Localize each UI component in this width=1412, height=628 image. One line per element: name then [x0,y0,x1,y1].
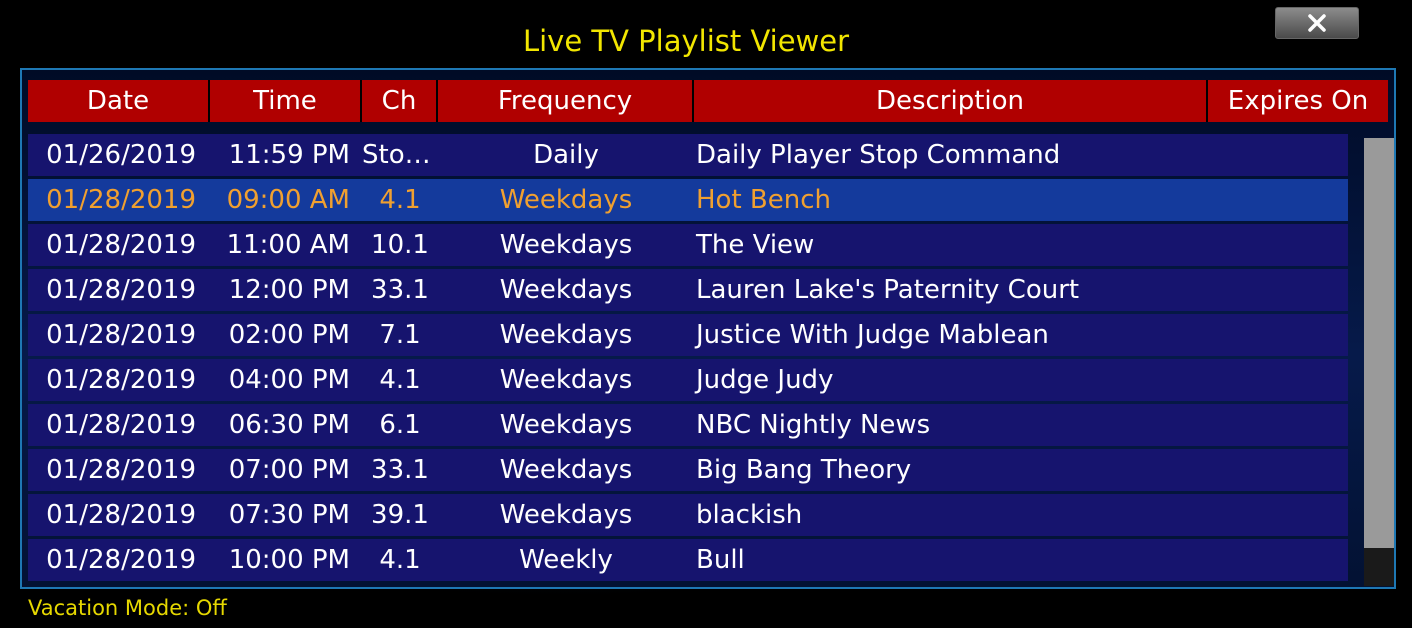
column-header-ch[interactable]: Ch [362,80,438,122]
table-row[interactable]: 01/28/2019 07:30 PM 39.1 Weekdays blackish [28,494,1348,536]
cell-frequency: Weekdays [499,500,633,530]
cell-description: The View [696,230,815,260]
close-button[interactable] [1275,7,1359,39]
cell-date: 01/28/2019 [46,275,196,305]
cell-date: 01/26/2019 [46,140,196,170]
column-header-time[interactable]: Time [210,80,362,122]
cell-channel: 4.1 [379,185,421,215]
table-row[interactable]: 01/28/2019 04:00 PM 4.1 Weekdays Judge Judy [28,359,1348,401]
table-row[interactable]: 01/28/2019 07:00 PM 33.1 Weekdays Big Bang T… [28,449,1348,491]
cell-description: Justice With Judge Mablean [696,320,1049,350]
cell-frequency: Weekdays [499,185,633,215]
table-row[interactable]: 01/28/2019 02:00 PM 7.1 Weekdays Justice Wit… [28,314,1348,356]
cell-frequency: Weekdays [499,275,633,305]
cell-channel: 6.1 [379,410,421,440]
cell-description: Hot Bench [696,185,832,215]
cell-time: 11:59 PM [228,140,350,170]
cell-channel: 4.1 [379,545,421,575]
cell-frequency: Weekdays [499,410,633,440]
cell-time: 02:00 PM [228,320,350,350]
cell-frequency: Weekly [519,545,613,575]
playlist-rows: 01/26/2019 11:59 PM Stop... Daily Daily Play… [28,134,1348,584]
cell-frequency: Daily [533,140,599,170]
table-row[interactable]: 01/28/2019 12:00 PM 33.1 Weekdays Lauren Lak… [28,269,1348,311]
table-row[interactable]: 01/26/2019 11:59 PM Stop... Daily Daily Play… [28,134,1348,176]
cell-frequency: Weekdays [499,365,633,395]
cell-date: 01/28/2019 [46,230,196,260]
table-row[interactable]: 01/28/2019 09:00 AM 4.1 Weekdays Hot Bench [28,179,1348,221]
cell-description: Big Bang Theory [696,455,912,485]
cell-frequency: Weekdays [499,455,633,485]
cell-description: Bull [696,545,745,575]
playlist-table-frame: Date Time Ch Frequency Description Expir… [20,68,1396,589]
table-row[interactable]: 01/28/2019 10:00 PM 4.1 Weekly Bull [28,539,1348,581]
cell-channel: 33.1 [371,455,429,485]
cell-channel: 39.1 [371,500,429,530]
table-row[interactable]: 01/28/2019 11:00 AM 10.1 Weekdays The View [28,224,1348,266]
column-header-expires-on[interactable]: Expires On [1208,80,1388,122]
cell-description: blackish [696,500,803,530]
scrollbar-thumb[interactable] [1364,138,1394,548]
cell-time: 07:30 PM [228,500,350,530]
cell-date: 01/28/2019 [46,365,196,395]
cell-description: Lauren Lake's Paternity Court [696,275,1080,305]
cell-date: 01/28/2019 [46,320,196,350]
table-row[interactable]: 01/28/2019 06:30 PM 6.1 Weekdays NBC Nightly… [28,404,1348,446]
cell-date: 01/28/2019 [46,410,196,440]
cell-channel: 10.1 [371,230,429,260]
cell-channel: 7.1 [379,320,421,350]
cell-time: 07:00 PM [228,455,350,485]
cell-channel: 4.1 [379,365,421,395]
cell-frequency: Weekdays [499,230,633,260]
vacation-mode-status: Vacation Mode: Off [28,596,227,620]
cell-time: 06:30 PM [228,410,350,440]
cell-date: 01/28/2019 [46,500,196,530]
cell-date: 01/28/2019 [46,455,196,485]
table-header: Date Time Ch Frequency Description Expir… [28,80,1388,122]
cell-channel: 33.1 [371,275,429,305]
column-header-date[interactable]: Date [28,80,210,122]
cell-time: 09:00 AM [226,185,350,215]
cell-description: Judge Judy [696,365,834,395]
cell-time: 04:00 PM [228,365,350,395]
cell-date: 01/28/2019 [46,545,196,575]
cell-channel: Stop... [362,140,438,170]
close-x-icon [1308,14,1326,32]
column-header-description[interactable]: Description [694,80,1208,122]
cell-frequency: Weekdays [499,320,633,350]
dialog-title: Live TV Playlist Viewer [522,24,850,58]
cell-date: 01/28/2019 [46,185,196,215]
cell-time: 10:00 PM [228,545,350,575]
cell-time: 11:00 AM [226,230,350,260]
column-header-frequency[interactable]: Frequency [438,80,694,122]
cell-description: NBC Nightly News [696,410,931,440]
cell-time: 12:00 PM [228,275,350,305]
vertical-scrollbar[interactable] [1364,138,1394,586]
cell-description: Daily Player Stop Command [696,140,1061,170]
